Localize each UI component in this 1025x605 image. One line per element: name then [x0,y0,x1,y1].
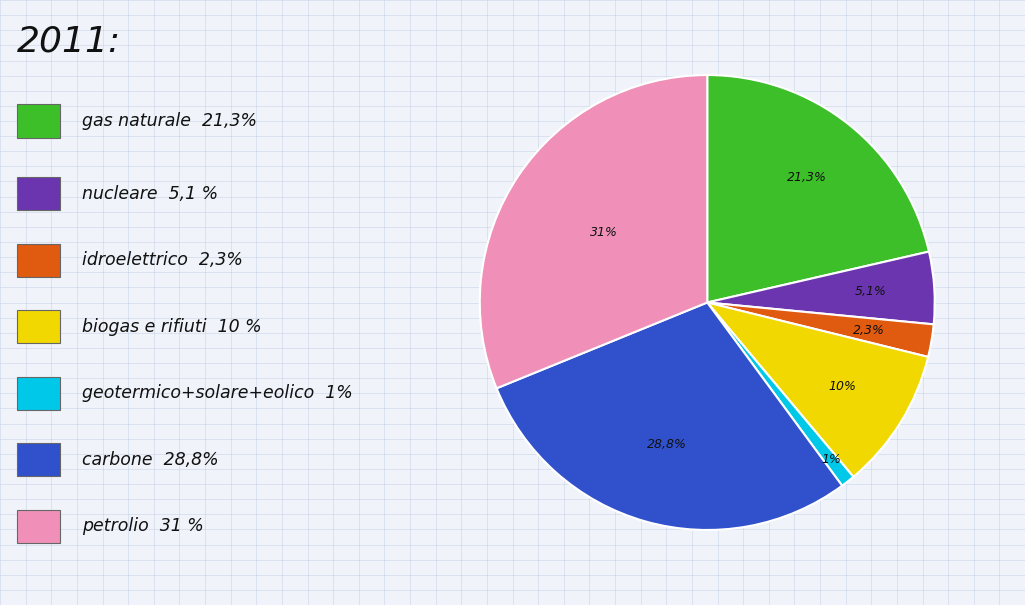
Wedge shape [480,75,707,388]
Text: 2,3%: 2,3% [853,324,885,336]
Wedge shape [707,302,854,486]
FancyBboxPatch shape [17,376,60,410]
Wedge shape [707,75,929,302]
FancyBboxPatch shape [17,310,60,343]
Wedge shape [707,302,928,477]
Text: 2011:: 2011: [17,24,121,58]
FancyBboxPatch shape [17,443,60,477]
FancyBboxPatch shape [17,509,60,543]
Text: idroelettrico  2,3%: idroelettrico 2,3% [82,251,243,269]
Text: 5,1%: 5,1% [855,286,887,298]
Wedge shape [496,302,843,530]
Text: 31%: 31% [589,226,617,239]
Text: petrolio  31 %: petrolio 31 % [82,517,204,535]
Text: 28,8%: 28,8% [647,438,687,451]
Wedge shape [707,252,935,324]
Text: biogas e rifiuti  10 %: biogas e rifiuti 10 % [82,318,261,336]
Wedge shape [707,302,934,357]
Text: 1%: 1% [821,453,840,466]
FancyBboxPatch shape [17,104,60,137]
Text: gas naturale  21,3%: gas naturale 21,3% [82,112,257,130]
Text: geotermico+solare+eolico  1%: geotermico+solare+eolico 1% [82,384,353,402]
Text: carbone  28,8%: carbone 28,8% [82,451,218,469]
Text: nucleare  5,1 %: nucleare 5,1 % [82,185,218,203]
FancyBboxPatch shape [17,177,60,210]
FancyBboxPatch shape [17,243,60,277]
Text: 10%: 10% [828,380,856,393]
Text: 21,3%: 21,3% [786,171,826,185]
